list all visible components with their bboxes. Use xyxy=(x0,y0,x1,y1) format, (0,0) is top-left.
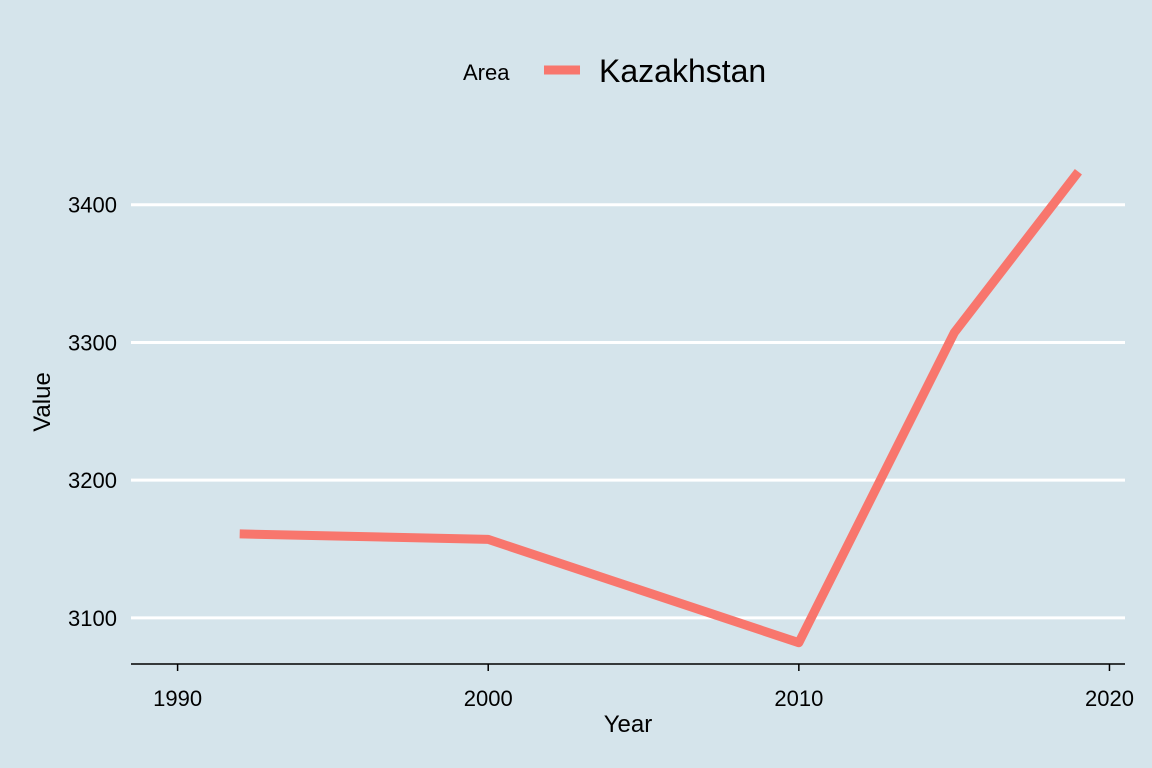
x-axis: 1990 2000 2010 2020 xyxy=(131,663,1134,711)
y-tick-label-3300: 3300 xyxy=(68,330,117,355)
x-axis-title: Year xyxy=(604,711,653,738)
legend-label-kazakhstan: Kazakhstan xyxy=(599,53,766,89)
y-axis: 3100 3200 3300 3400 xyxy=(68,193,117,631)
y-tick-label-3200: 3200 xyxy=(68,468,117,493)
x-tick-label-2020: 2020 xyxy=(1085,686,1134,711)
y-tick-label-3100: 3100 xyxy=(68,606,117,631)
x-tick-label-1990: 1990 xyxy=(153,686,202,711)
series-layer xyxy=(239,168,1082,648)
y-tick-label-3400: 3400 xyxy=(68,193,117,218)
x-tick-label-2000: 2000 xyxy=(464,686,513,711)
legend-title: Area xyxy=(463,60,510,85)
y-axis-title: Value xyxy=(29,372,56,432)
legend: Area Kazakhstan xyxy=(463,53,766,89)
gridlines xyxy=(131,203,1125,620)
x-tick-label-2010: 2010 xyxy=(774,686,823,711)
